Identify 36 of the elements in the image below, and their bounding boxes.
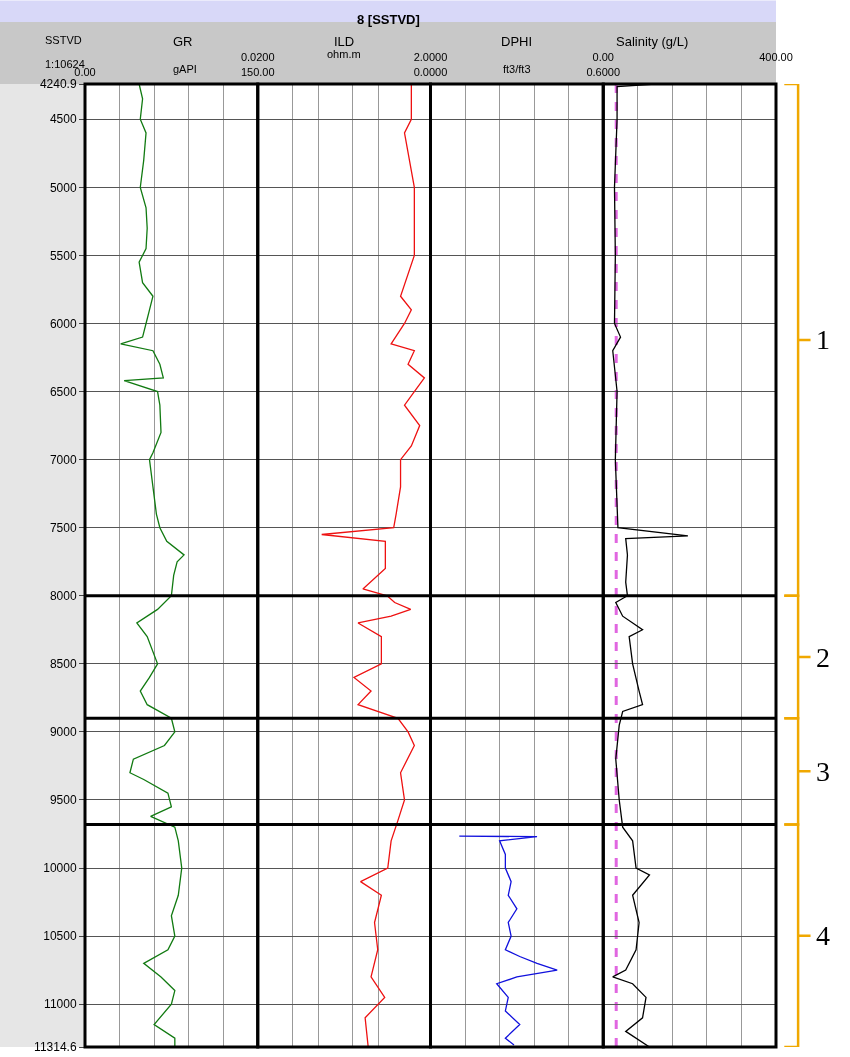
y-tick-label: 4240.9 bbox=[39, 77, 77, 92]
y-tick-label: 4500 bbox=[49, 112, 77, 127]
x-tick-label: 0.00 bbox=[592, 50, 614, 63]
chart-title: GR bbox=[173, 34, 193, 49]
y-tick-label: 7000 bbox=[49, 452, 77, 467]
y-tick-label: 10000 bbox=[43, 861, 77, 876]
x-tick-label: 0.0200 bbox=[240, 50, 275, 63]
text: 3 bbox=[816, 756, 830, 787]
y-tick-label: 9000 bbox=[49, 725, 77, 740]
y-tick-label: 8000 bbox=[49, 588, 77, 603]
x-axis-title: gAPI bbox=[173, 63, 197, 75]
y-tick-label: 9500 bbox=[49, 793, 77, 808]
y-tick-label: 6000 bbox=[49, 316, 77, 331]
x-tick-label: 150.00 bbox=[240, 65, 275, 78]
y-tick-label: 11000 bbox=[44, 997, 77, 1012]
y-tick-label: 6500 bbox=[49, 384, 77, 399]
x-tick-label: 2.0000 bbox=[413, 50, 448, 63]
text: 4 bbox=[816, 920, 830, 951]
chart-title: ILD bbox=[334, 34, 355, 49]
y-tick-label: 5500 bbox=[49, 248, 77, 263]
text: 1 bbox=[816, 324, 830, 355]
chart-title: Salinity (g/L) bbox=[616, 34, 689, 49]
x-axis-title: ohm.m bbox=[327, 48, 361, 60]
text: 8 [SSTVD] bbox=[357, 12, 420, 27]
y-tick-label: 8500 bbox=[49, 657, 77, 672]
y-tick-label: 5000 bbox=[49, 180, 77, 195]
chart-title: DPHI bbox=[501, 34, 533, 49]
y-axis-title: SSTVD bbox=[45, 34, 82, 46]
x-axis-title: ft3/ft3 bbox=[503, 63, 531, 75]
x-tick-label: 0.6000 bbox=[586, 65, 621, 78]
x-tick-label: 400.00 bbox=[759, 50, 793, 63]
y-tick-label: 10500 bbox=[43, 929, 77, 944]
y-tick-label: 7500 bbox=[49, 520, 77, 535]
y-tick-label: 11314.6 bbox=[34, 1040, 77, 1055]
text: 2 bbox=[816, 642, 830, 673]
x-tick-label: 0.0000 bbox=[413, 65, 448, 78]
